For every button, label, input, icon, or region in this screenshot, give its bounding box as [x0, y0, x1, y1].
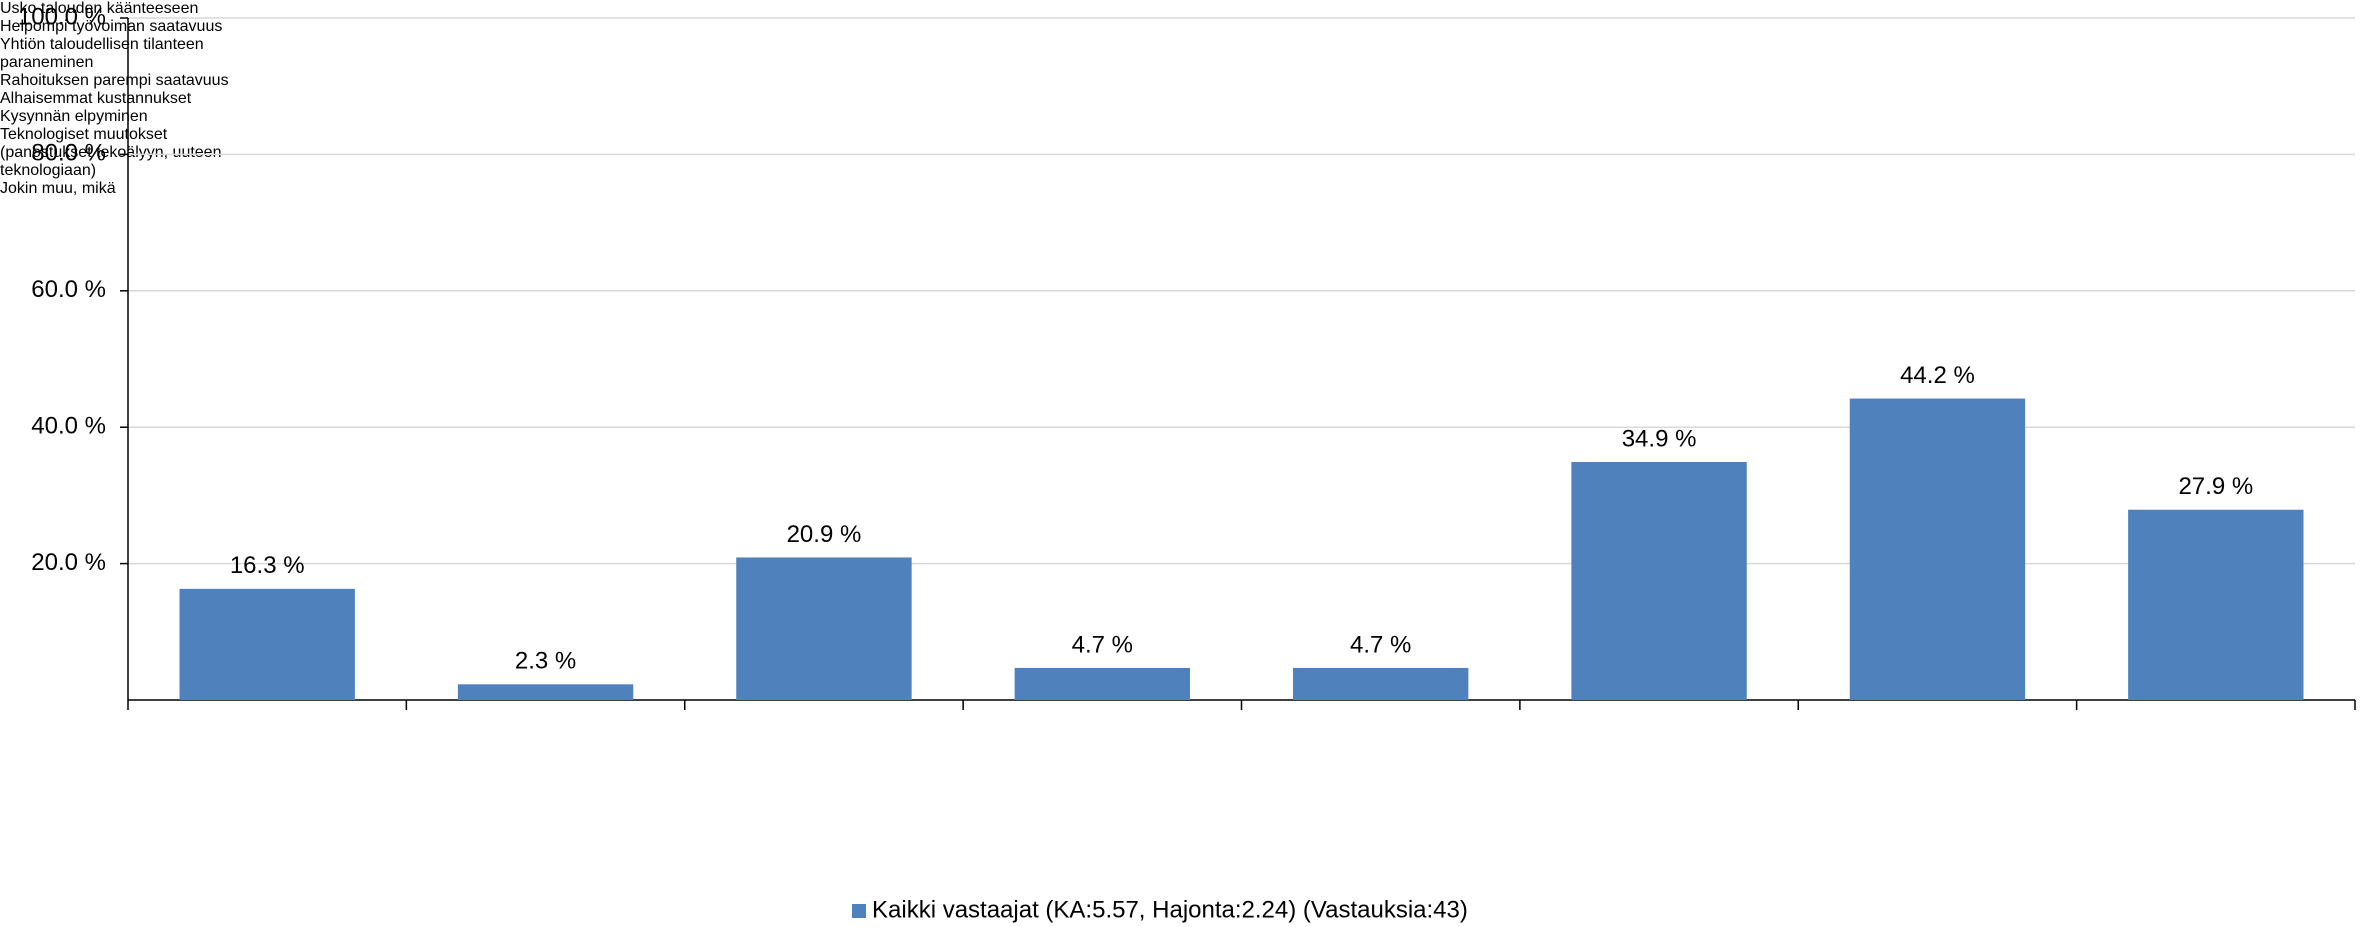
x-tick-label: Helpompi työvoiman saatavuus	[0, 18, 223, 35]
bar	[1292, 667, 1469, 700]
y-tick-label: 40.0 %	[31, 413, 106, 440]
y-tick-label: 60.0 %	[31, 276, 106, 303]
bar	[1849, 398, 2026, 700]
bar	[2128, 509, 2304, 700]
x-tick-label: Jokin muu, mikä	[0, 180, 116, 197]
x-tick-label: Alhaisemmat kustannukset	[0, 90, 192, 107]
y-tick-label: 20.0 %	[31, 549, 106, 576]
data-label: 2.3 %	[515, 648, 576, 675]
x-tick-label: Rahoituksen parempi saatavuus	[0, 72, 229, 89]
legend-label: Kaikki vastaajat (KA:5.57, Hajonta:2.24)…	[872, 896, 1468, 923]
data-label: 34.9 %	[1622, 425, 1697, 452]
bar	[179, 588, 355, 700]
y-tick-label: 80.0 %	[31, 140, 106, 167]
data-label: 20.9 %	[787, 521, 862, 548]
x-tick-label: Kysynnän elpyminen	[0, 108, 148, 125]
x-tick-label: Teknologiset muutokset (panostukset teko…	[0, 126, 222, 179]
y-tick-label: 100.0 %	[18, 3, 106, 30]
bar	[1014, 667, 1191, 700]
x-tick-label: Yhtiön taloudellisen tilanteen paranemin…	[0, 36, 204, 71]
legend-swatch	[852, 904, 866, 918]
data-label: 44.2 %	[1900, 362, 1975, 389]
bar	[1571, 461, 1747, 700]
data-label: 27.9 %	[2178, 473, 2253, 500]
data-label: 4.7 %	[1072, 631, 1133, 658]
data-label: 16.3 %	[230, 552, 305, 579]
x-tick-label: Usko talouden käänteeseen	[0, 0, 199, 17]
data-label: 4.7 %	[1350, 631, 1411, 658]
bar	[736, 557, 912, 700]
bar	[457, 684, 634, 700]
